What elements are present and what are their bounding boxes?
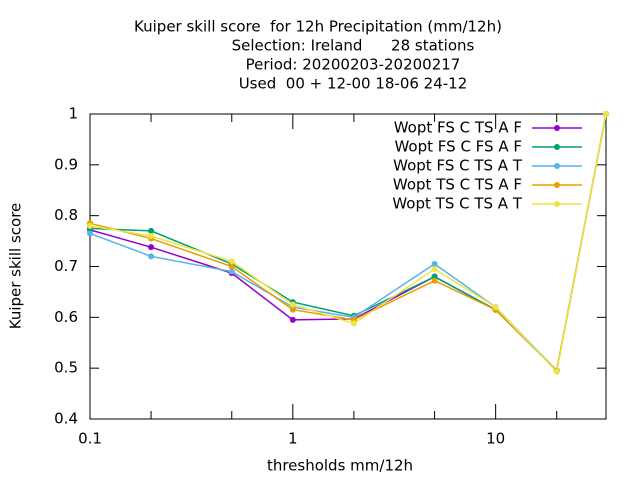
y-tick-label: 0.4 <box>54 410 78 428</box>
data-point <box>148 244 155 251</box>
legend-marker <box>554 201 560 207</box>
y-tick-label: 0.9 <box>54 155 78 173</box>
data-point <box>228 263 235 270</box>
data-point <box>87 230 93 237</box>
data-point <box>228 268 235 275</box>
legend-marker <box>554 163 560 169</box>
x-axis-label: thresholds mm/12h <box>267 457 413 475</box>
legend-label: Wopt FS C TS A F <box>394 119 522 137</box>
x-tick-label: 1 <box>288 430 298 448</box>
legend-marker <box>554 125 560 131</box>
data-point <box>289 306 296 313</box>
y-axis-label: Kuiper skill score <box>7 203 25 330</box>
legend-label: Wopt FS C FS A F <box>394 138 522 156</box>
data-point <box>289 316 296 323</box>
data-point <box>553 368 560 375</box>
data-point <box>289 301 296 308</box>
legend-marker <box>554 182 560 188</box>
data-point <box>148 253 155 260</box>
data-point <box>350 320 357 327</box>
chart-subtitle: Selection: Ireland 28 stations <box>232 37 475 55</box>
y-tick-label: 0.8 <box>54 206 78 224</box>
data-point <box>431 260 438 267</box>
data-point <box>431 277 438 284</box>
legend-label: Wopt TS C TS A T <box>392 195 522 213</box>
y-tick-label: 1 <box>68 105 78 123</box>
y-tick-label: 0.5 <box>54 359 78 377</box>
data-point <box>228 258 235 265</box>
x-tick-label: 0.1 <box>78 430 102 448</box>
data-point <box>492 304 499 311</box>
data-point <box>431 266 438 273</box>
chart-subtitle: Used 00 + 12-00 18-06 24-12 <box>239 75 468 93</box>
y-tick-label: 0.7 <box>54 257 78 275</box>
data-point <box>148 227 155 234</box>
chart-title: Kuiper skill score for 12h Precipitation… <box>134 18 502 36</box>
data-point <box>603 111 609 117</box>
legend-marker <box>554 144 560 150</box>
data-point <box>87 222 93 229</box>
chart-subtitle: Period: 20200203-20200217 <box>246 56 461 74</box>
data-point <box>148 233 155 239</box>
x-tick-label: 10 <box>486 430 505 448</box>
legend-label: Wopt TS C TS A F <box>393 176 522 194</box>
legend-label: Wopt FS C TS A T <box>393 157 523 175</box>
y-tick-label: 0.6 <box>54 308 78 326</box>
